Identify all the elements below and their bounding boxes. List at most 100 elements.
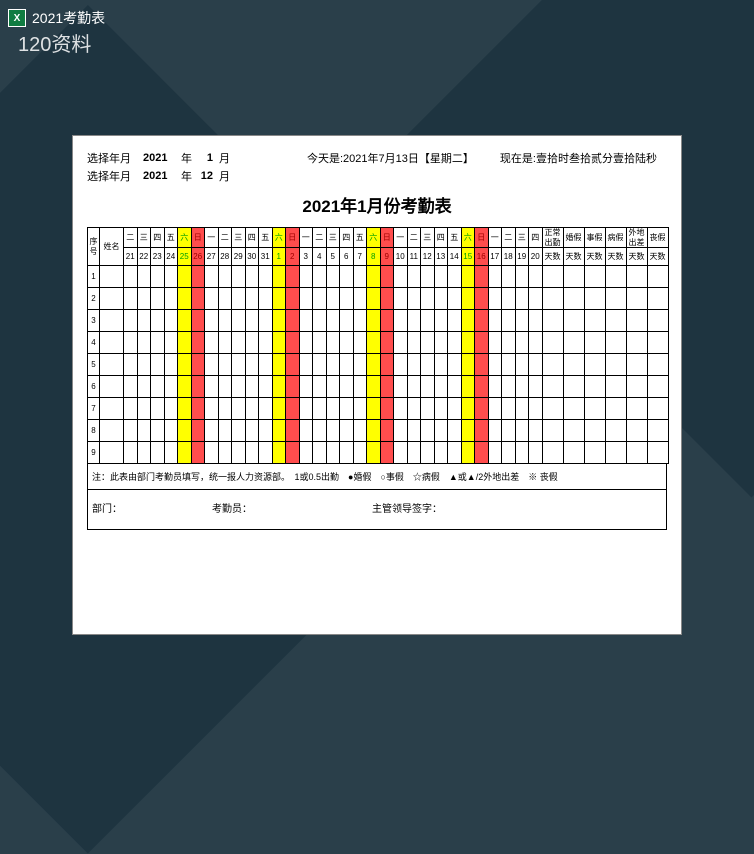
day-cell[interactable] (313, 420, 327, 442)
day-cell[interactable] (353, 354, 367, 376)
summary-cell[interactable] (647, 376, 668, 398)
day-cell[interactable] (353, 266, 367, 288)
table-row[interactable]: 9 (88, 442, 669, 464)
day-cell[interactable] (245, 288, 259, 310)
day-cell[interactable] (340, 442, 354, 464)
name-cell[interactable] (100, 310, 124, 332)
day-cell[interactable] (448, 442, 462, 464)
day-cell[interactable] (340, 376, 354, 398)
table-row[interactable]: 6 (88, 376, 669, 398)
summary-cell[interactable] (605, 288, 626, 310)
day-cell[interactable] (380, 442, 394, 464)
day-cell[interactable] (461, 332, 475, 354)
day-cell[interactable] (367, 442, 381, 464)
day-cell[interactable] (380, 266, 394, 288)
day-cell[interactable] (448, 376, 462, 398)
day-cell[interactable] (421, 420, 435, 442)
day-cell[interactable] (353, 442, 367, 464)
day-cell[interactable] (259, 288, 273, 310)
day-cell[interactable] (515, 442, 529, 464)
day-cell[interactable] (340, 420, 354, 442)
day-cell[interactable] (515, 354, 529, 376)
day-cell[interactable] (434, 266, 448, 288)
summary-cell[interactable] (563, 442, 584, 464)
day-cell[interactable] (286, 420, 300, 442)
day-cell[interactable] (488, 354, 502, 376)
day-cell[interactable] (286, 266, 300, 288)
day-cell[interactable] (353, 332, 367, 354)
summary-cell[interactable] (563, 354, 584, 376)
day-cell[interactable] (488, 310, 502, 332)
day-cell[interactable] (137, 310, 151, 332)
summary-cell[interactable] (605, 332, 626, 354)
day-cell[interactable] (448, 420, 462, 442)
day-cell[interactable] (475, 398, 489, 420)
day-cell[interactable] (299, 310, 313, 332)
day-cell[interactable] (164, 354, 178, 376)
day-cell[interactable] (461, 310, 475, 332)
day-cell[interactable] (502, 442, 516, 464)
day-cell[interactable] (299, 354, 313, 376)
day-cell[interactable] (191, 288, 205, 310)
table-row[interactable]: 8 (88, 420, 669, 442)
day-cell[interactable] (529, 266, 543, 288)
day-cell[interactable] (151, 288, 165, 310)
day-cell[interactable] (218, 288, 232, 310)
day-cell[interactable] (529, 398, 543, 420)
month1-value[interactable]: 1 (199, 152, 213, 164)
table-row[interactable]: 7 (88, 398, 669, 420)
day-cell[interactable] (407, 376, 421, 398)
day-cell[interactable] (434, 310, 448, 332)
summary-cell[interactable] (563, 332, 584, 354)
day-cell[interactable] (367, 310, 381, 332)
day-cell[interactable] (313, 398, 327, 420)
summary-cell[interactable] (626, 332, 647, 354)
day-cell[interactable] (137, 398, 151, 420)
day-cell[interactable] (529, 376, 543, 398)
day-cell[interactable] (151, 354, 165, 376)
day-cell[interactable] (421, 354, 435, 376)
day-cell[interactable] (178, 332, 192, 354)
day-cell[interactable] (340, 266, 354, 288)
summary-cell[interactable] (605, 310, 626, 332)
day-cell[interactable] (205, 354, 219, 376)
day-cell[interactable] (286, 376, 300, 398)
summary-cell[interactable] (542, 442, 563, 464)
summary-cell[interactable] (647, 332, 668, 354)
summary-cell[interactable] (605, 398, 626, 420)
day-cell[interactable] (367, 332, 381, 354)
day-cell[interactable] (394, 442, 408, 464)
day-cell[interactable] (137, 442, 151, 464)
day-cell[interactable] (137, 266, 151, 288)
day-cell[interactable] (488, 398, 502, 420)
day-cell[interactable] (529, 354, 543, 376)
summary-cell[interactable] (584, 266, 605, 288)
day-cell[interactable] (124, 442, 138, 464)
summary-cell[interactable] (647, 354, 668, 376)
day-cell[interactable] (421, 398, 435, 420)
day-cell[interactable] (529, 310, 543, 332)
day-cell[interactable] (245, 398, 259, 420)
day-cell[interactable] (515, 266, 529, 288)
year2-value[interactable]: 2021 (143, 170, 175, 182)
day-cell[interactable] (178, 376, 192, 398)
day-cell[interactable] (421, 266, 435, 288)
summary-cell[interactable] (626, 398, 647, 420)
summary-cell[interactable] (563, 266, 584, 288)
day-cell[interactable] (421, 288, 435, 310)
day-cell[interactable] (380, 310, 394, 332)
day-cell[interactable] (434, 420, 448, 442)
day-cell[interactable] (299, 398, 313, 420)
day-cell[interactable] (434, 376, 448, 398)
summary-cell[interactable] (605, 420, 626, 442)
day-cell[interactable] (380, 332, 394, 354)
summary-cell[interactable] (626, 376, 647, 398)
day-cell[interactable] (461, 420, 475, 442)
day-cell[interactable] (488, 288, 502, 310)
name-cell[interactable] (100, 288, 124, 310)
day-cell[interactable] (380, 420, 394, 442)
day-cell[interactable] (515, 310, 529, 332)
day-cell[interactable] (272, 354, 286, 376)
day-cell[interactable] (232, 310, 246, 332)
day-cell[interactable] (475, 442, 489, 464)
